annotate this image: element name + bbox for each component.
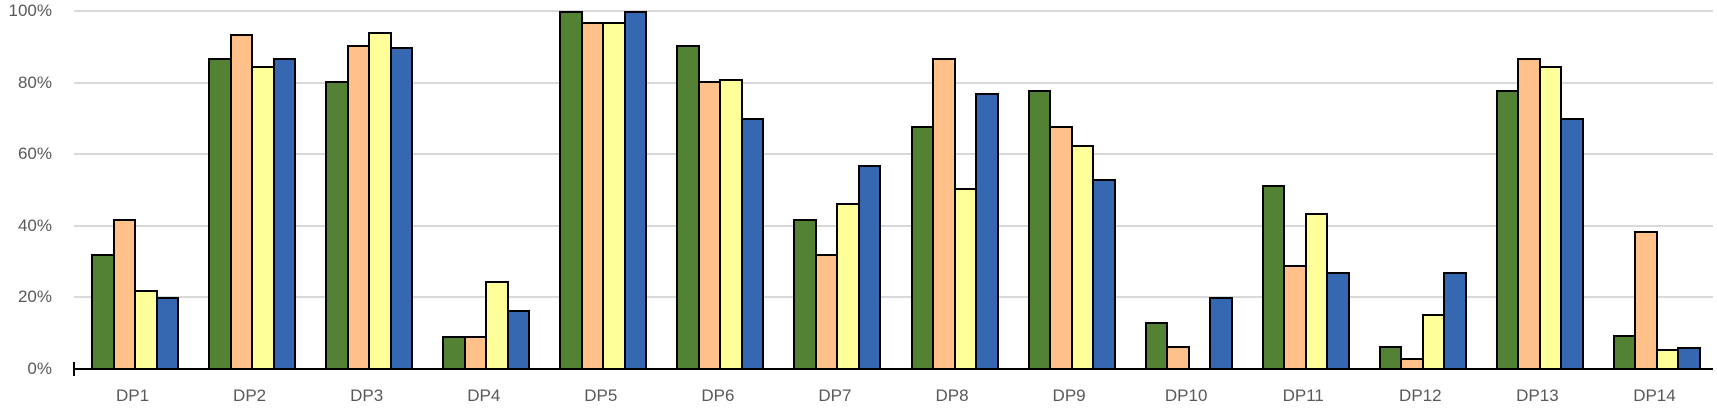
bar xyxy=(1495,89,1520,369)
bar xyxy=(251,66,275,369)
x-tick-label: DP13 xyxy=(1516,386,1559,405)
bar xyxy=(623,11,648,369)
gridline xyxy=(74,296,1713,299)
gridline xyxy=(74,81,1713,84)
bar xyxy=(134,290,158,369)
x-tick-label: DP7 xyxy=(818,386,852,405)
y-tick-label: 40% xyxy=(17,215,52,235)
bar xyxy=(1421,313,1446,369)
bar xyxy=(272,57,297,369)
y-tick-label: 100% xyxy=(8,1,52,20)
bar xyxy=(676,45,700,369)
x-tick-label: DP12 xyxy=(1399,386,1442,405)
bar xyxy=(485,281,509,369)
bar xyxy=(1261,184,1286,369)
bar xyxy=(229,34,254,369)
y-tick-label: 0% xyxy=(27,359,52,378)
bar xyxy=(1612,335,1637,369)
y-tick-label: 20% xyxy=(17,287,52,307)
bar xyxy=(1144,322,1169,369)
bar xyxy=(1634,231,1658,369)
bar xyxy=(1092,179,1116,369)
x-tick-label: DP3 xyxy=(350,386,384,405)
y-tick-label: 80% xyxy=(17,72,52,92)
gridline xyxy=(74,10,1713,12)
bar xyxy=(1070,145,1095,369)
bar xyxy=(325,80,349,369)
bar xyxy=(389,46,414,369)
x-tick-label: DP2 xyxy=(233,386,267,405)
x-axis-line xyxy=(74,368,1713,370)
bar xyxy=(91,254,115,369)
x-tick-label: DP5 xyxy=(584,386,618,405)
bar xyxy=(1677,346,1701,369)
bar xyxy=(602,21,626,369)
bar xyxy=(346,45,371,369)
bar xyxy=(463,335,488,369)
x-axis-tick xyxy=(73,362,75,376)
bar xyxy=(793,218,817,369)
bar xyxy=(155,297,179,369)
bar xyxy=(932,57,956,369)
bar xyxy=(1538,66,1563,369)
x-tick-label: DP8 xyxy=(935,386,969,405)
x-tick-label: DP10 xyxy=(1164,386,1208,405)
x-tick-label: DP6 xyxy=(701,386,735,405)
bar xyxy=(368,32,392,369)
gridline xyxy=(74,224,1713,227)
bar xyxy=(910,125,934,369)
bar xyxy=(1560,118,1584,369)
gridline xyxy=(74,153,1713,156)
x-tick-label: DP11 xyxy=(1282,386,1324,405)
bar xyxy=(953,188,977,369)
y-tick-label: 60% xyxy=(17,144,52,164)
x-tick-label: DP1 xyxy=(115,386,150,405)
bar xyxy=(1283,265,1307,369)
x-tick-label: DP9 xyxy=(1052,386,1086,405)
bar xyxy=(1655,348,1680,369)
bar xyxy=(740,118,765,369)
bar xyxy=(1443,272,1467,369)
bar xyxy=(208,57,232,369)
bar xyxy=(1166,346,1190,369)
x-tick-label: DP14 xyxy=(1633,386,1676,405)
x-tick-label: DP4 xyxy=(467,386,501,405)
bar xyxy=(1378,346,1403,369)
bar xyxy=(1326,272,1350,369)
bar xyxy=(697,80,722,369)
bar xyxy=(814,254,839,369)
bar xyxy=(1049,125,1073,369)
bar xyxy=(857,164,882,369)
bar xyxy=(1304,213,1329,369)
bar xyxy=(112,218,136,369)
bar xyxy=(442,335,466,369)
bar xyxy=(559,11,583,369)
bar xyxy=(975,93,999,369)
bar xyxy=(1517,57,1541,369)
bar xyxy=(719,79,743,369)
bar xyxy=(1027,89,1052,369)
bar xyxy=(1209,297,1233,369)
bar xyxy=(836,202,860,369)
bar xyxy=(580,21,605,369)
bar xyxy=(506,309,531,369)
